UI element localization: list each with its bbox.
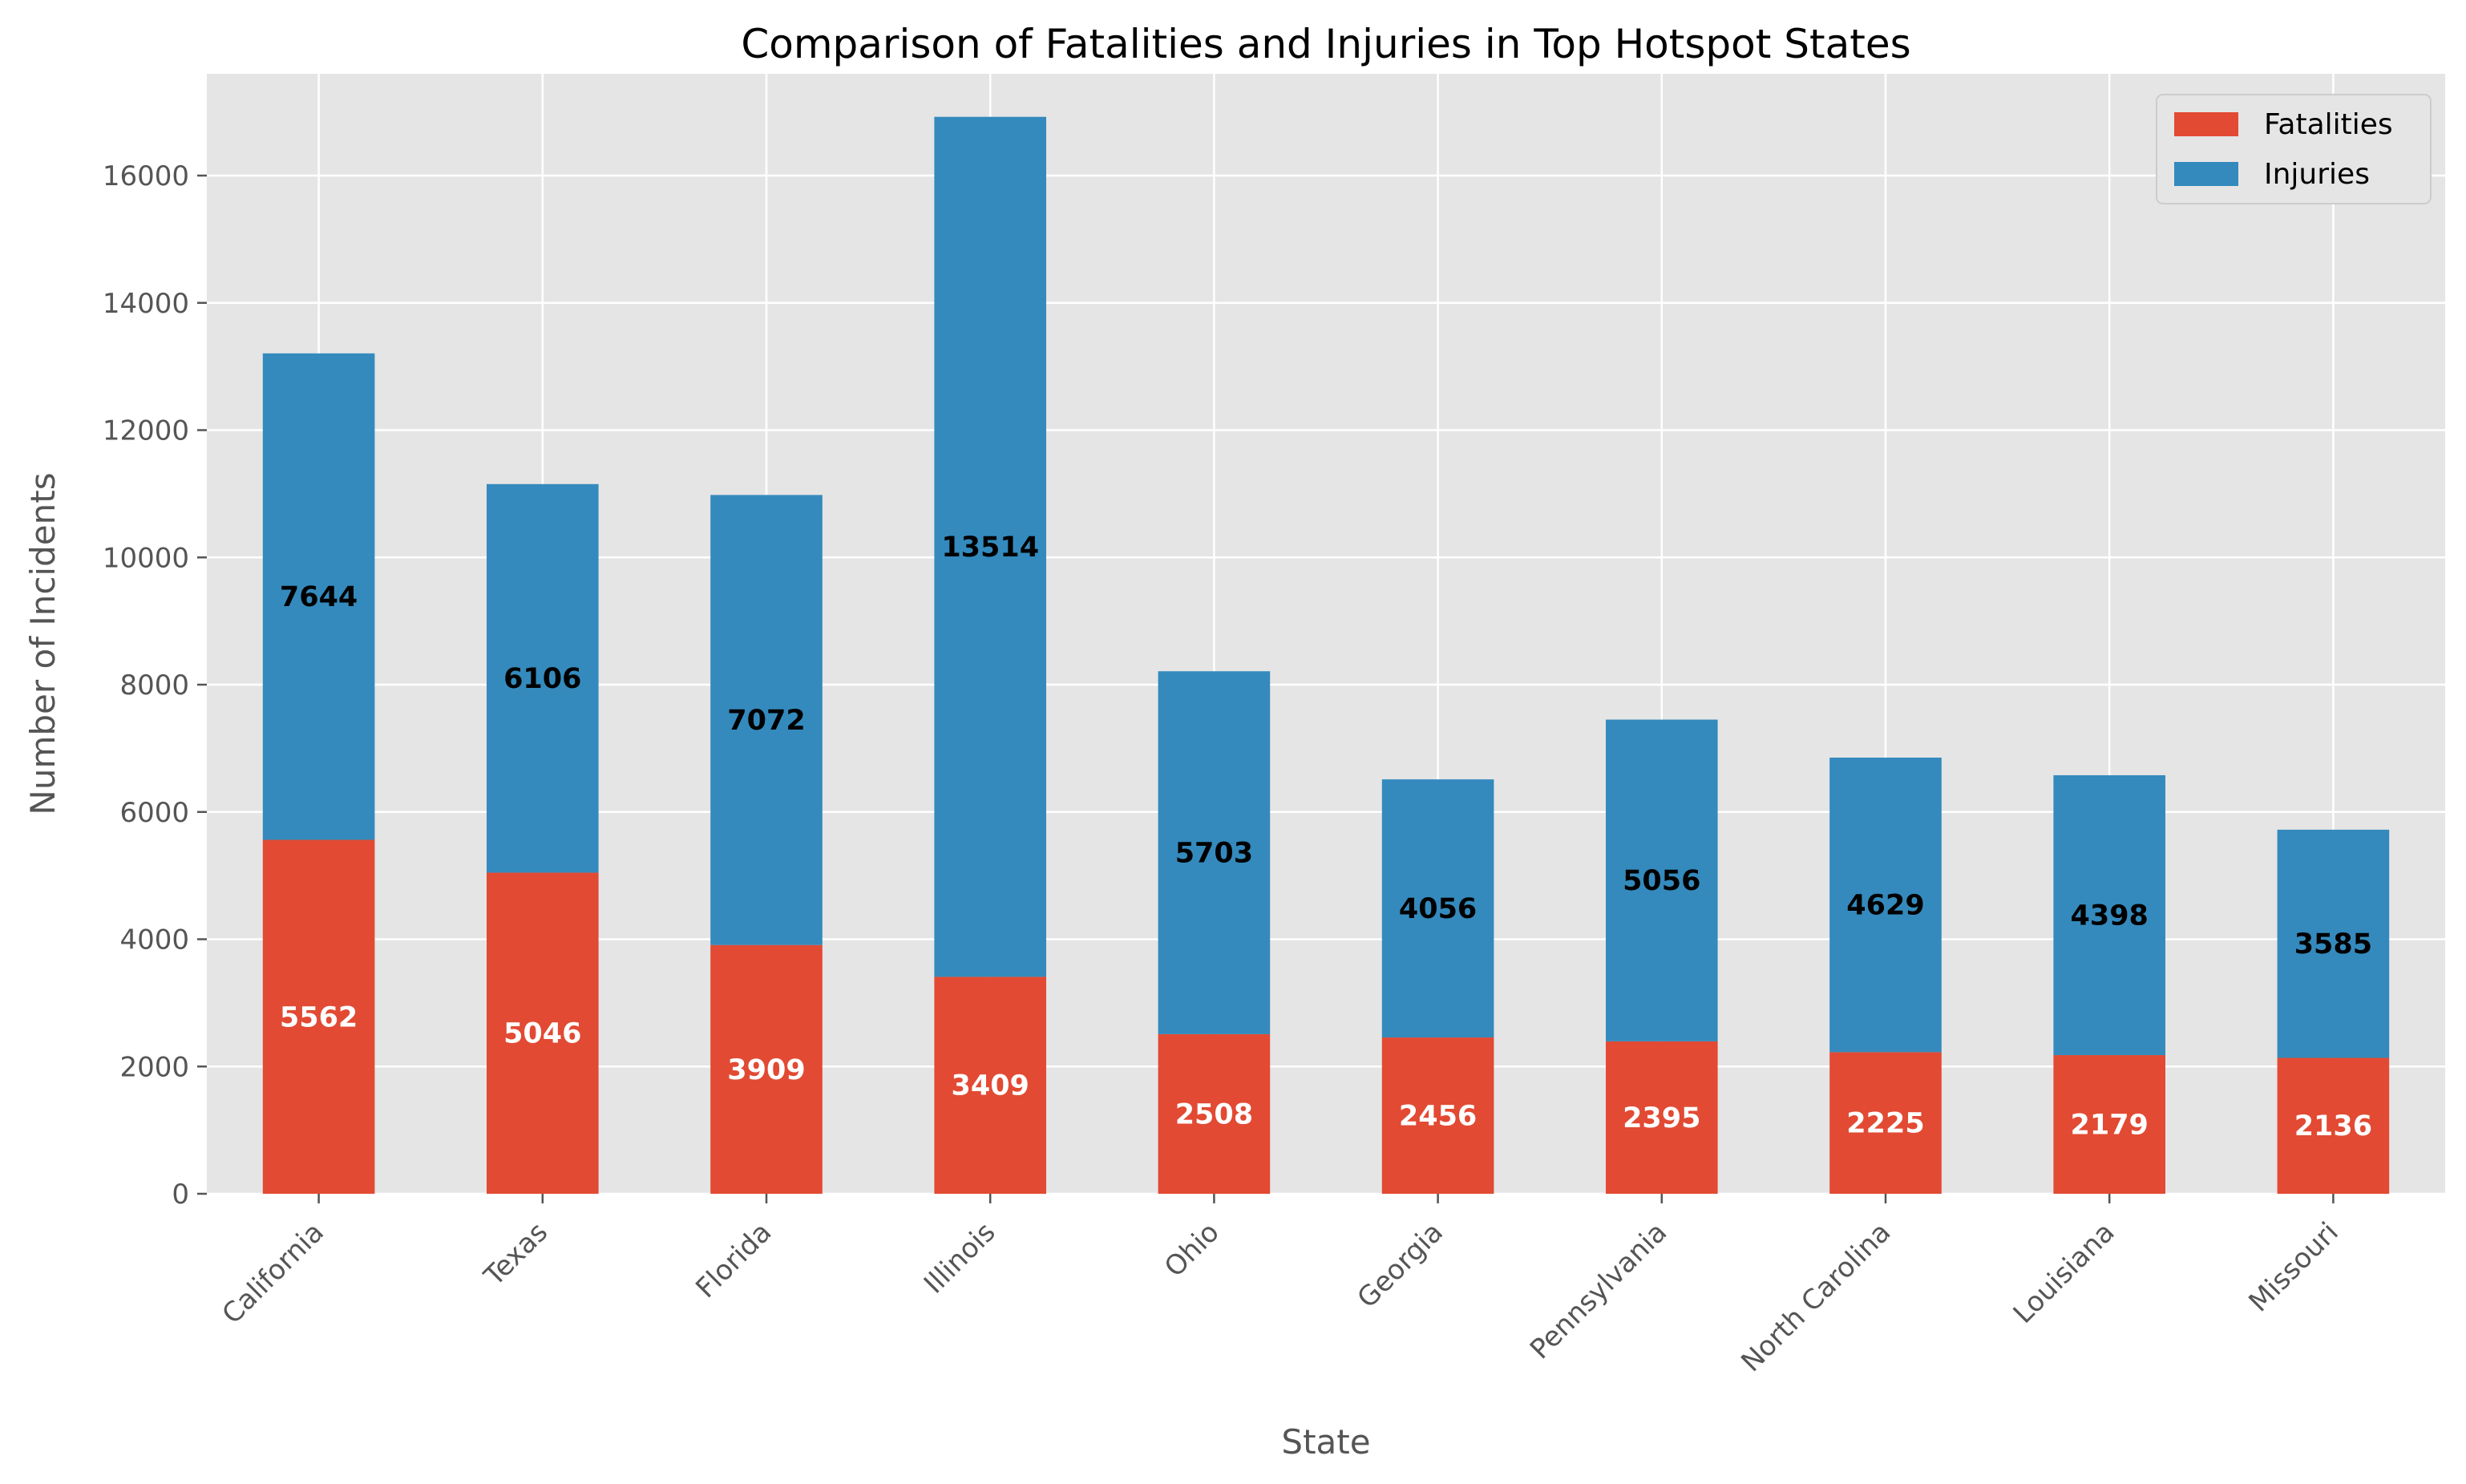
bar-fatalities: [934, 977, 1046, 1194]
bar-value-label-fatalities: 2136: [2294, 1110, 2372, 1142]
bar-injuries: [1158, 671, 1271, 1034]
x-tick-label: California: [216, 1216, 330, 1330]
bar-injuries: [1381, 779, 1494, 1038]
bar-injuries: [262, 353, 375, 840]
x-axis-label: State: [1281, 1422, 1370, 1462]
x-tick-label: Georgia: [1351, 1216, 1449, 1315]
x-tick-label: Texas: [478, 1216, 554, 1292]
bar-value-label-fatalities: 2395: [1623, 1102, 1700, 1134]
bar-fatalities: [1606, 1041, 1718, 1194]
x-tick-label: Ohio: [1158, 1216, 1226, 1284]
y-tick-label: 8000: [119, 669, 189, 702]
y-tick-label: 14000: [103, 288, 189, 320]
bar-fatalities: [710, 944, 823, 1194]
y-tick-label: 6000: [119, 797, 189, 829]
bar-value-label-injuries: 4629: [1846, 890, 1924, 922]
bar-fatalities: [262, 839, 375, 1194]
bar-value-label-injuries: 7644: [280, 581, 358, 613]
bar-injuries: [2053, 774, 2165, 1056]
bar-fatalities: [487, 872, 599, 1194]
y-tick-label: 10000: [103, 542, 189, 574]
x-tick-label: North Carolina: [1735, 1216, 1897, 1378]
bar-injuries: [934, 116, 1046, 977]
chart-title: Comparison of Fatalities and Injuries in…: [741, 21, 1910, 67]
x-tick-label: Pennsylvania: [1524, 1216, 1673, 1365]
bar-value-label-injuries: 3585: [2294, 928, 2372, 960]
bar-value-label-fatalities: 3909: [727, 1054, 805, 1086]
bar-injuries: [1606, 719, 1718, 1041]
bar-value-label-injuries: 4056: [1399, 893, 1477, 925]
y-tick-label: 12000: [103, 415, 189, 447]
bar-value-label-injuries: 5703: [1175, 838, 1253, 870]
x-tick-label: Louisiana: [2007, 1216, 2121, 1330]
bar-value-label-fatalities: 2225: [1846, 1108, 1924, 1140]
bar-value-label-injuries: 4398: [2070, 900, 2148, 932]
bar-value-label-fatalities: 2179: [2070, 1110, 2148, 1142]
bar-fatalities: [2053, 1055, 2165, 1194]
bar-value-label-fatalities: 2508: [1175, 1098, 1253, 1130]
legend: Fatalities Injuries: [2156, 94, 2432, 204]
bar-labels: 5562 7644 5046 6106 3909 7072 3409 13514 2508 570…: [280, 532, 2372, 1142]
y-tick-label: 2000: [119, 1051, 189, 1083]
bar-fatalities: [1158, 1033, 1271, 1194]
bar-value-label-fatalities: 5562: [280, 1001, 358, 1033]
legend-label-injuries: Injuries: [2264, 158, 2370, 191]
x-tick-label: Missouri: [2242, 1216, 2344, 1318]
bar-fatalities: [2277, 1057, 2390, 1194]
bar-injuries: [2277, 829, 2390, 1058]
bar-value-label-injuries: 7072: [727, 705, 805, 737]
y-tick-label: 0: [172, 1179, 189, 1211]
bar-value-label-injuries: 5056: [1623, 865, 1700, 897]
bar-value-label-fatalities: 3409: [951, 1070, 1029, 1102]
x-axis: California Texas Florida Illinois Ohio Georgi…: [216, 1194, 2345, 1378]
bar-injuries: [710, 495, 823, 945]
x-tick-label: Florida: [689, 1216, 778, 1304]
bar-injuries: [487, 483, 599, 873]
x-tick-label: Illinois: [918, 1216, 1002, 1300]
bar-fatalities: [1829, 1052, 1942, 1194]
y-tick-label: 4000: [119, 924, 189, 956]
y-axis-label: Number of Incidents: [23, 472, 63, 815]
bar-value-label-injuries: 13514: [941, 532, 1039, 564]
legend-swatch-injuries: [2174, 162, 2238, 186]
legend-label-fatalities: Fatalities: [2264, 108, 2393, 141]
legend-swatch-fatalities: [2174, 112, 2238, 136]
bar-fatalities: [1381, 1037, 1494, 1194]
bar-value-label-injuries: 6106: [503, 663, 581, 695]
bar-injuries: [1829, 757, 1942, 1053]
bar-value-label-fatalities: 2456: [1399, 1101, 1477, 1133]
bar-value-label-fatalities: 5046: [503, 1018, 581, 1050]
y-tick-label: 16000: [103, 160, 189, 192]
bars: [262, 116, 2390, 1194]
y-axis: 0 2000 4000 6000 8000 10000 12000 14000 16000: [103, 160, 207, 1211]
